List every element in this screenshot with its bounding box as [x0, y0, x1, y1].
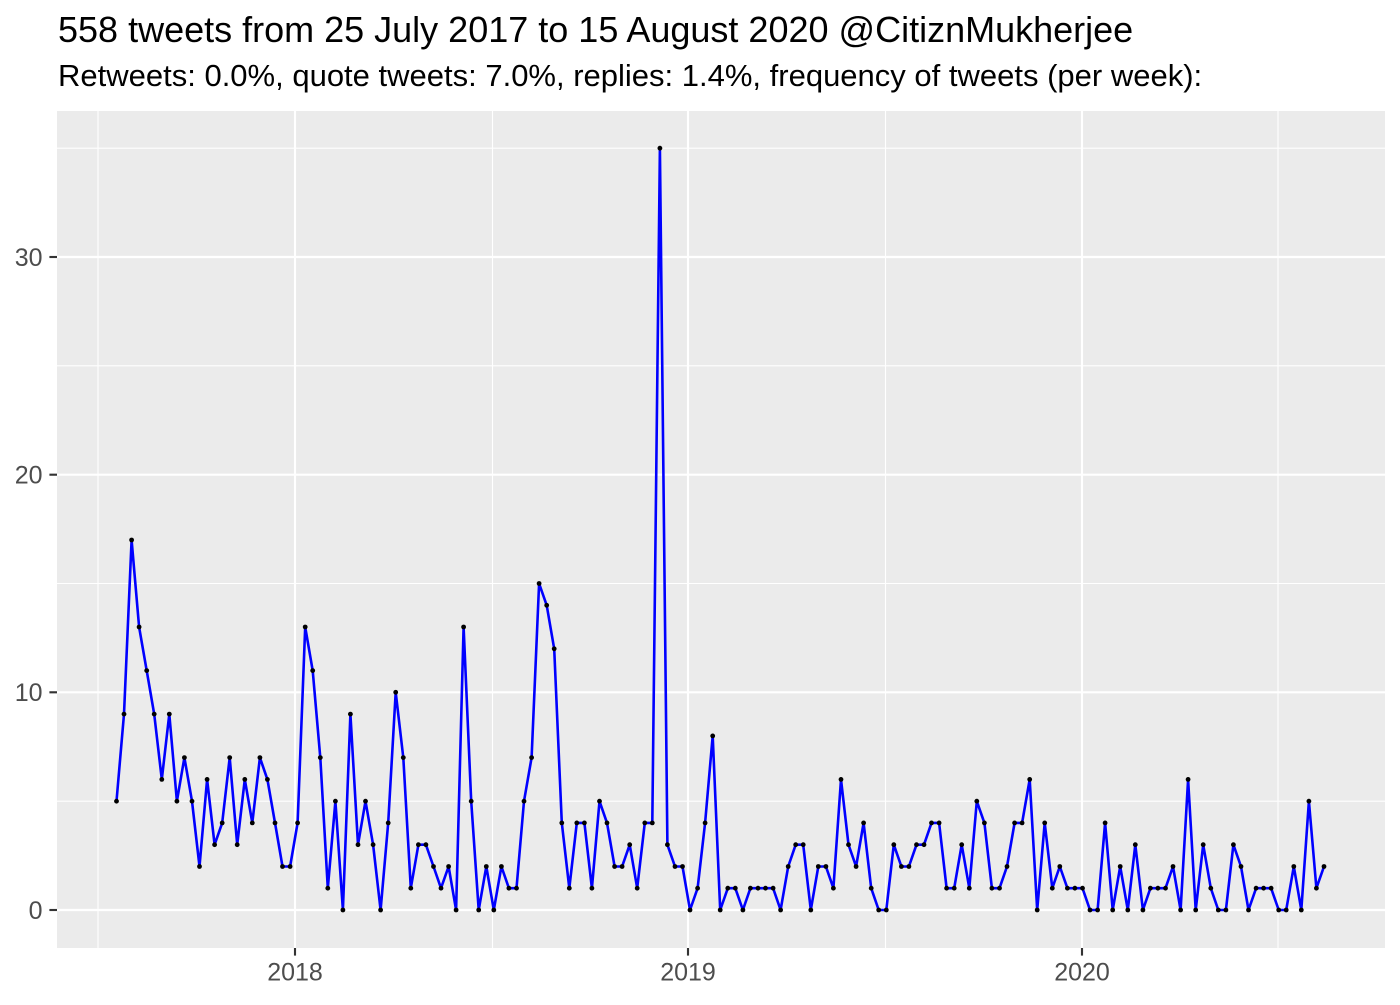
- svg-text:10: 10: [15, 679, 43, 707]
- svg-text:2020: 2020: [1054, 959, 1110, 987]
- svg-text:0: 0: [29, 897, 43, 925]
- svg-text:2018: 2018: [267, 959, 323, 987]
- svg-text:20: 20: [15, 462, 43, 490]
- svg-text:558 tweets from 25 July 2017 t: 558 tweets from 25 July 2017 to 15 Augus…: [58, 9, 1133, 50]
- svg-text:30: 30: [15, 244, 43, 272]
- svg-text:2019: 2019: [660, 959, 716, 987]
- svg-text:Retweets: 0.0%, quote tweets:: Retweets: 0.0%, quote tweets: 7.0%, repl…: [58, 58, 1202, 93]
